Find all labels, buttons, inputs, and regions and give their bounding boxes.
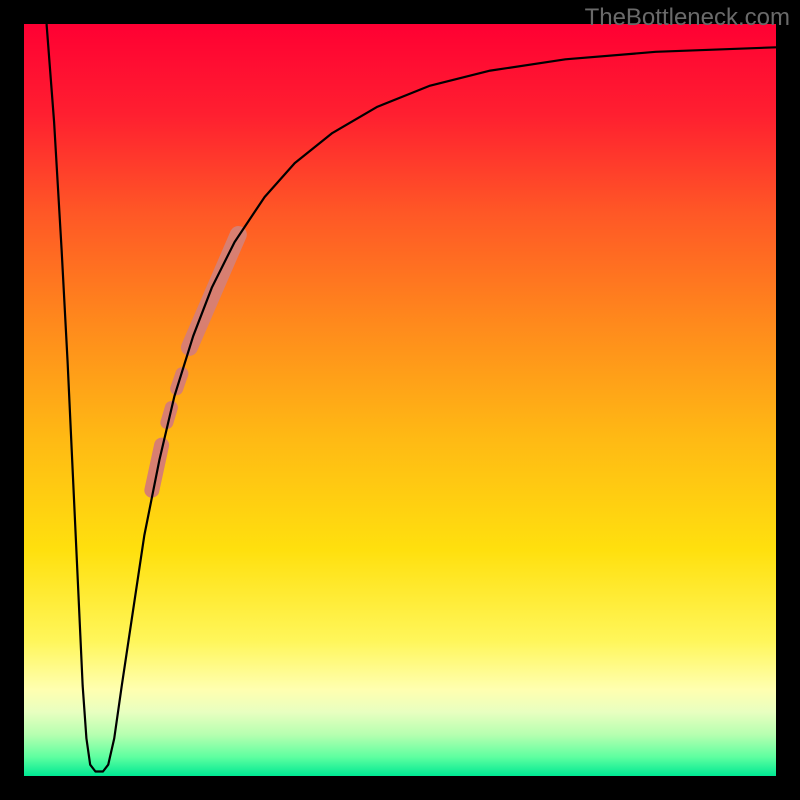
- chart-svg: [0, 0, 800, 800]
- highlight-segment: [152, 445, 162, 490]
- watermark-text: TheBottleneck.com: [585, 4, 790, 32]
- chart-container: TheBottleneck.com: [0, 0, 800, 800]
- chart-plot-background: [24, 24, 776, 776]
